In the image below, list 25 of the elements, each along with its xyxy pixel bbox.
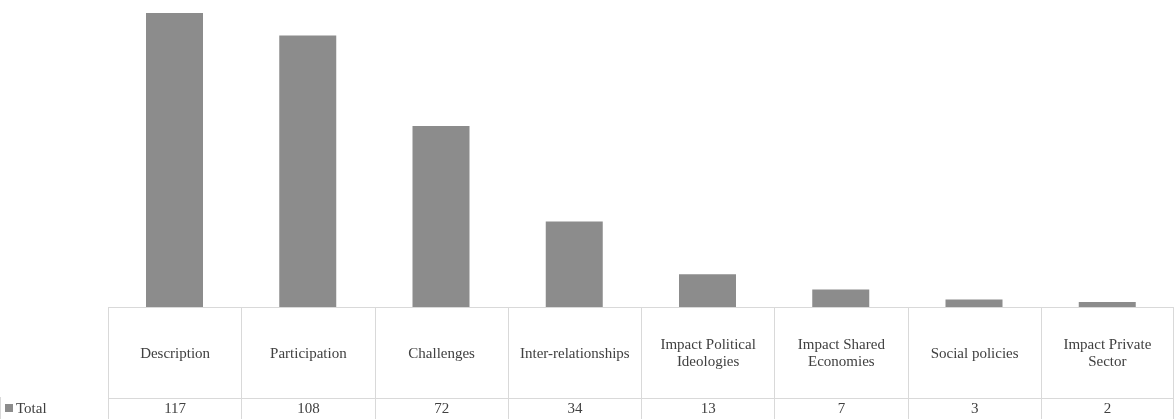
x-tick-label: Challenges [374,308,508,398]
data-label: 108 [241,397,375,419]
bar [945,299,1003,307]
data-label: 3 [907,397,1041,419]
data-label: 2 [1040,397,1174,419]
bar [146,13,203,307]
bar [679,274,736,307]
bar [812,289,870,307]
x-tick-label: Description [108,308,242,398]
legend-label: Total [16,399,47,417]
bar [545,221,603,307]
bar [279,35,337,307]
x-tick-label: Impact Political Ideologies [641,308,775,398]
x-tick-label: Impact Shared Economies [774,308,908,398]
bar [1078,301,1136,307]
x-tick-label: Impact Private Sector [1040,308,1174,398]
x-tick-label: Participation [241,308,375,398]
bar [412,126,470,307]
x-tick-label: Inter-relationships [507,308,641,398]
data-label: 13 [641,397,775,419]
data-label: 34 [507,397,641,419]
data-label: 117 [108,397,242,419]
data-label: 7 [774,397,908,419]
data-label: 72 [374,397,508,419]
x-tick-label: Social policies [907,308,1041,398]
